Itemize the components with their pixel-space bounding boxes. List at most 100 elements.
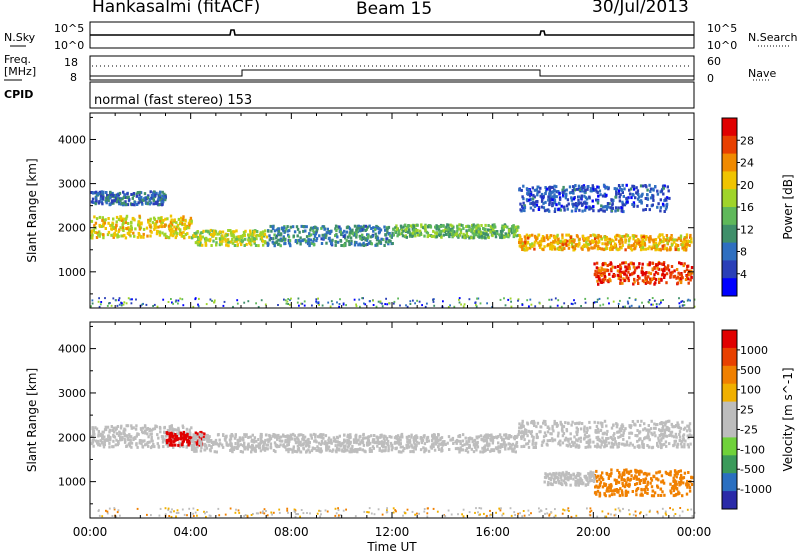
data-cell [667,268,671,272]
data-cell [607,477,610,480]
data-cell [583,190,586,194]
data-cell [526,421,529,425]
data-cell [95,427,99,431]
data-cell [108,430,111,434]
data-cell [342,244,346,248]
data-cell [497,449,500,453]
data-cell [299,443,303,447]
data-cell [104,218,107,222]
data-cell [621,424,625,428]
data-cell [95,236,99,239]
data-cell [105,201,108,205]
data-cell [600,247,603,251]
ground-scatter-cell [602,303,605,306]
data-cell [487,228,491,232]
data-cell [141,426,145,430]
data-cell [127,228,131,231]
data-cell [288,229,291,233]
data-cell [580,422,584,425]
data-cell [437,433,440,436]
data-cell [595,261,599,265]
data-cell [325,447,328,451]
data-cell [257,442,260,446]
data-cell [601,478,605,482]
data-cell [315,448,318,452]
data-cell [120,424,123,428]
data-cell [151,221,155,225]
data-cell [370,227,373,230]
data-cell [322,436,325,440]
data-cell [247,236,251,240]
data-cell [491,441,494,445]
data-cell [174,443,177,447]
data-cell [573,188,577,192]
data-cell [592,205,595,209]
data-cell [151,439,154,443]
data-cell [521,430,524,434]
data-cell [114,226,117,230]
data-cell [596,442,599,446]
ground-scatter-cell [570,302,573,305]
data-cell [619,278,622,282]
data-cell [245,433,248,437]
data-cell [365,441,369,445]
data-cell [605,437,608,440]
data-cell [648,245,651,249]
data-cell [359,229,362,233]
data-cell [327,438,330,442]
data-cell [664,197,667,201]
data-cell [475,230,478,234]
data-cell [682,248,686,252]
data-cell [577,202,580,206]
data-cell [634,240,637,244]
data-cell [379,435,382,439]
freq-panel-frame [89,55,695,81]
data-cell [164,198,167,202]
ground-scatter-cell [687,298,690,301]
data-cell [312,229,315,232]
data-cell [98,442,101,446]
data-cell [166,217,169,221]
ground-scatter-cell [379,300,382,303]
data-cell [171,429,174,433]
data-cell [284,435,287,438]
data-cell [622,261,625,265]
ground-scatter-cell [284,299,287,302]
data-cell [312,432,316,436]
data-cell [416,223,419,227]
data-cell [383,441,386,445]
data-cell [93,224,96,228]
data-cell [230,240,233,244]
data-cell [193,445,196,449]
data-cell [615,189,618,192]
data-cell [650,419,653,423]
data-cell [111,445,114,449]
ground-scatter-cell [171,301,173,304]
data-cell [601,432,605,436]
data-cell [565,204,569,208]
data-cell [296,234,299,238]
colorbar-segment [722,153,737,172]
data-cell [180,436,183,440]
data-cell [688,269,691,273]
data-cell [260,235,264,239]
data-cell [616,468,619,472]
data-cell [423,234,426,238]
data-cell [128,198,131,202]
data-cell [278,436,281,440]
data-cell [249,232,252,236]
ground-scatter-cell [619,299,621,302]
data-cell [637,193,640,196]
data-cell [198,439,201,443]
data-cell [134,227,137,231]
data-cell [562,243,565,247]
data-cell [101,218,104,222]
data-cell [188,441,191,445]
data-cell [303,238,306,242]
data-cell [652,240,655,244]
data-cell [575,204,579,208]
data-cell [644,281,648,285]
ground-scatter-cell [264,303,267,306]
data-cell [184,437,188,441]
data-cell [153,190,156,194]
